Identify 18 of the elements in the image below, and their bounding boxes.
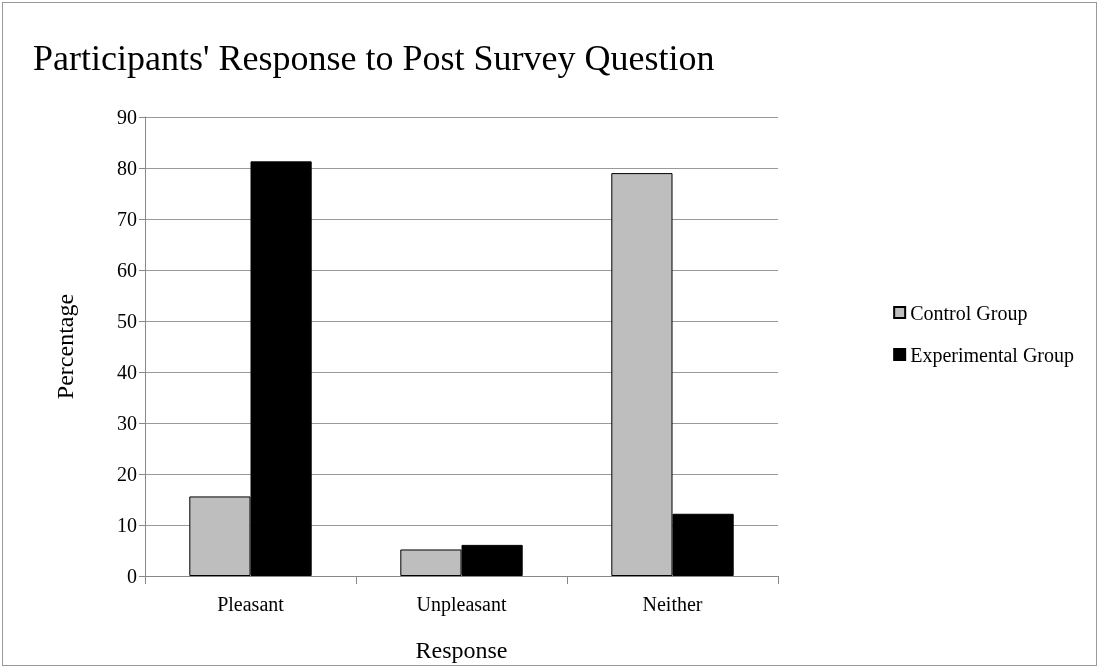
y-tick-label: 30 (117, 412, 137, 434)
y-tick-label: 20 (117, 463, 137, 485)
y-tick-label: 80 (117, 157, 137, 179)
y-tick-label: 10 (117, 514, 137, 536)
x-tick-label: Unpleasant (416, 593, 507, 616)
y-tick-label: 0 (127, 565, 137, 587)
y-tick-label: 50 (117, 310, 137, 332)
legend-label: Control Group (910, 301, 1028, 325)
legend-label: Experimental Group (910, 343, 1075, 367)
x-tick-label: Pleasant (217, 593, 285, 615)
y-tick-label: 40 (117, 361, 137, 383)
x-axis-title: Response (415, 637, 508, 663)
y-axis-title: Percentage (52, 293, 78, 400)
y-tick-label: 70 (117, 208, 137, 230)
x-tick-label: Neither (642, 593, 703, 615)
chart-title: Participants' Response to Post Survey Question (33, 38, 715, 78)
y-tick-label: 90 (117, 106, 137, 128)
y-tick-label: 60 (117, 259, 137, 281)
